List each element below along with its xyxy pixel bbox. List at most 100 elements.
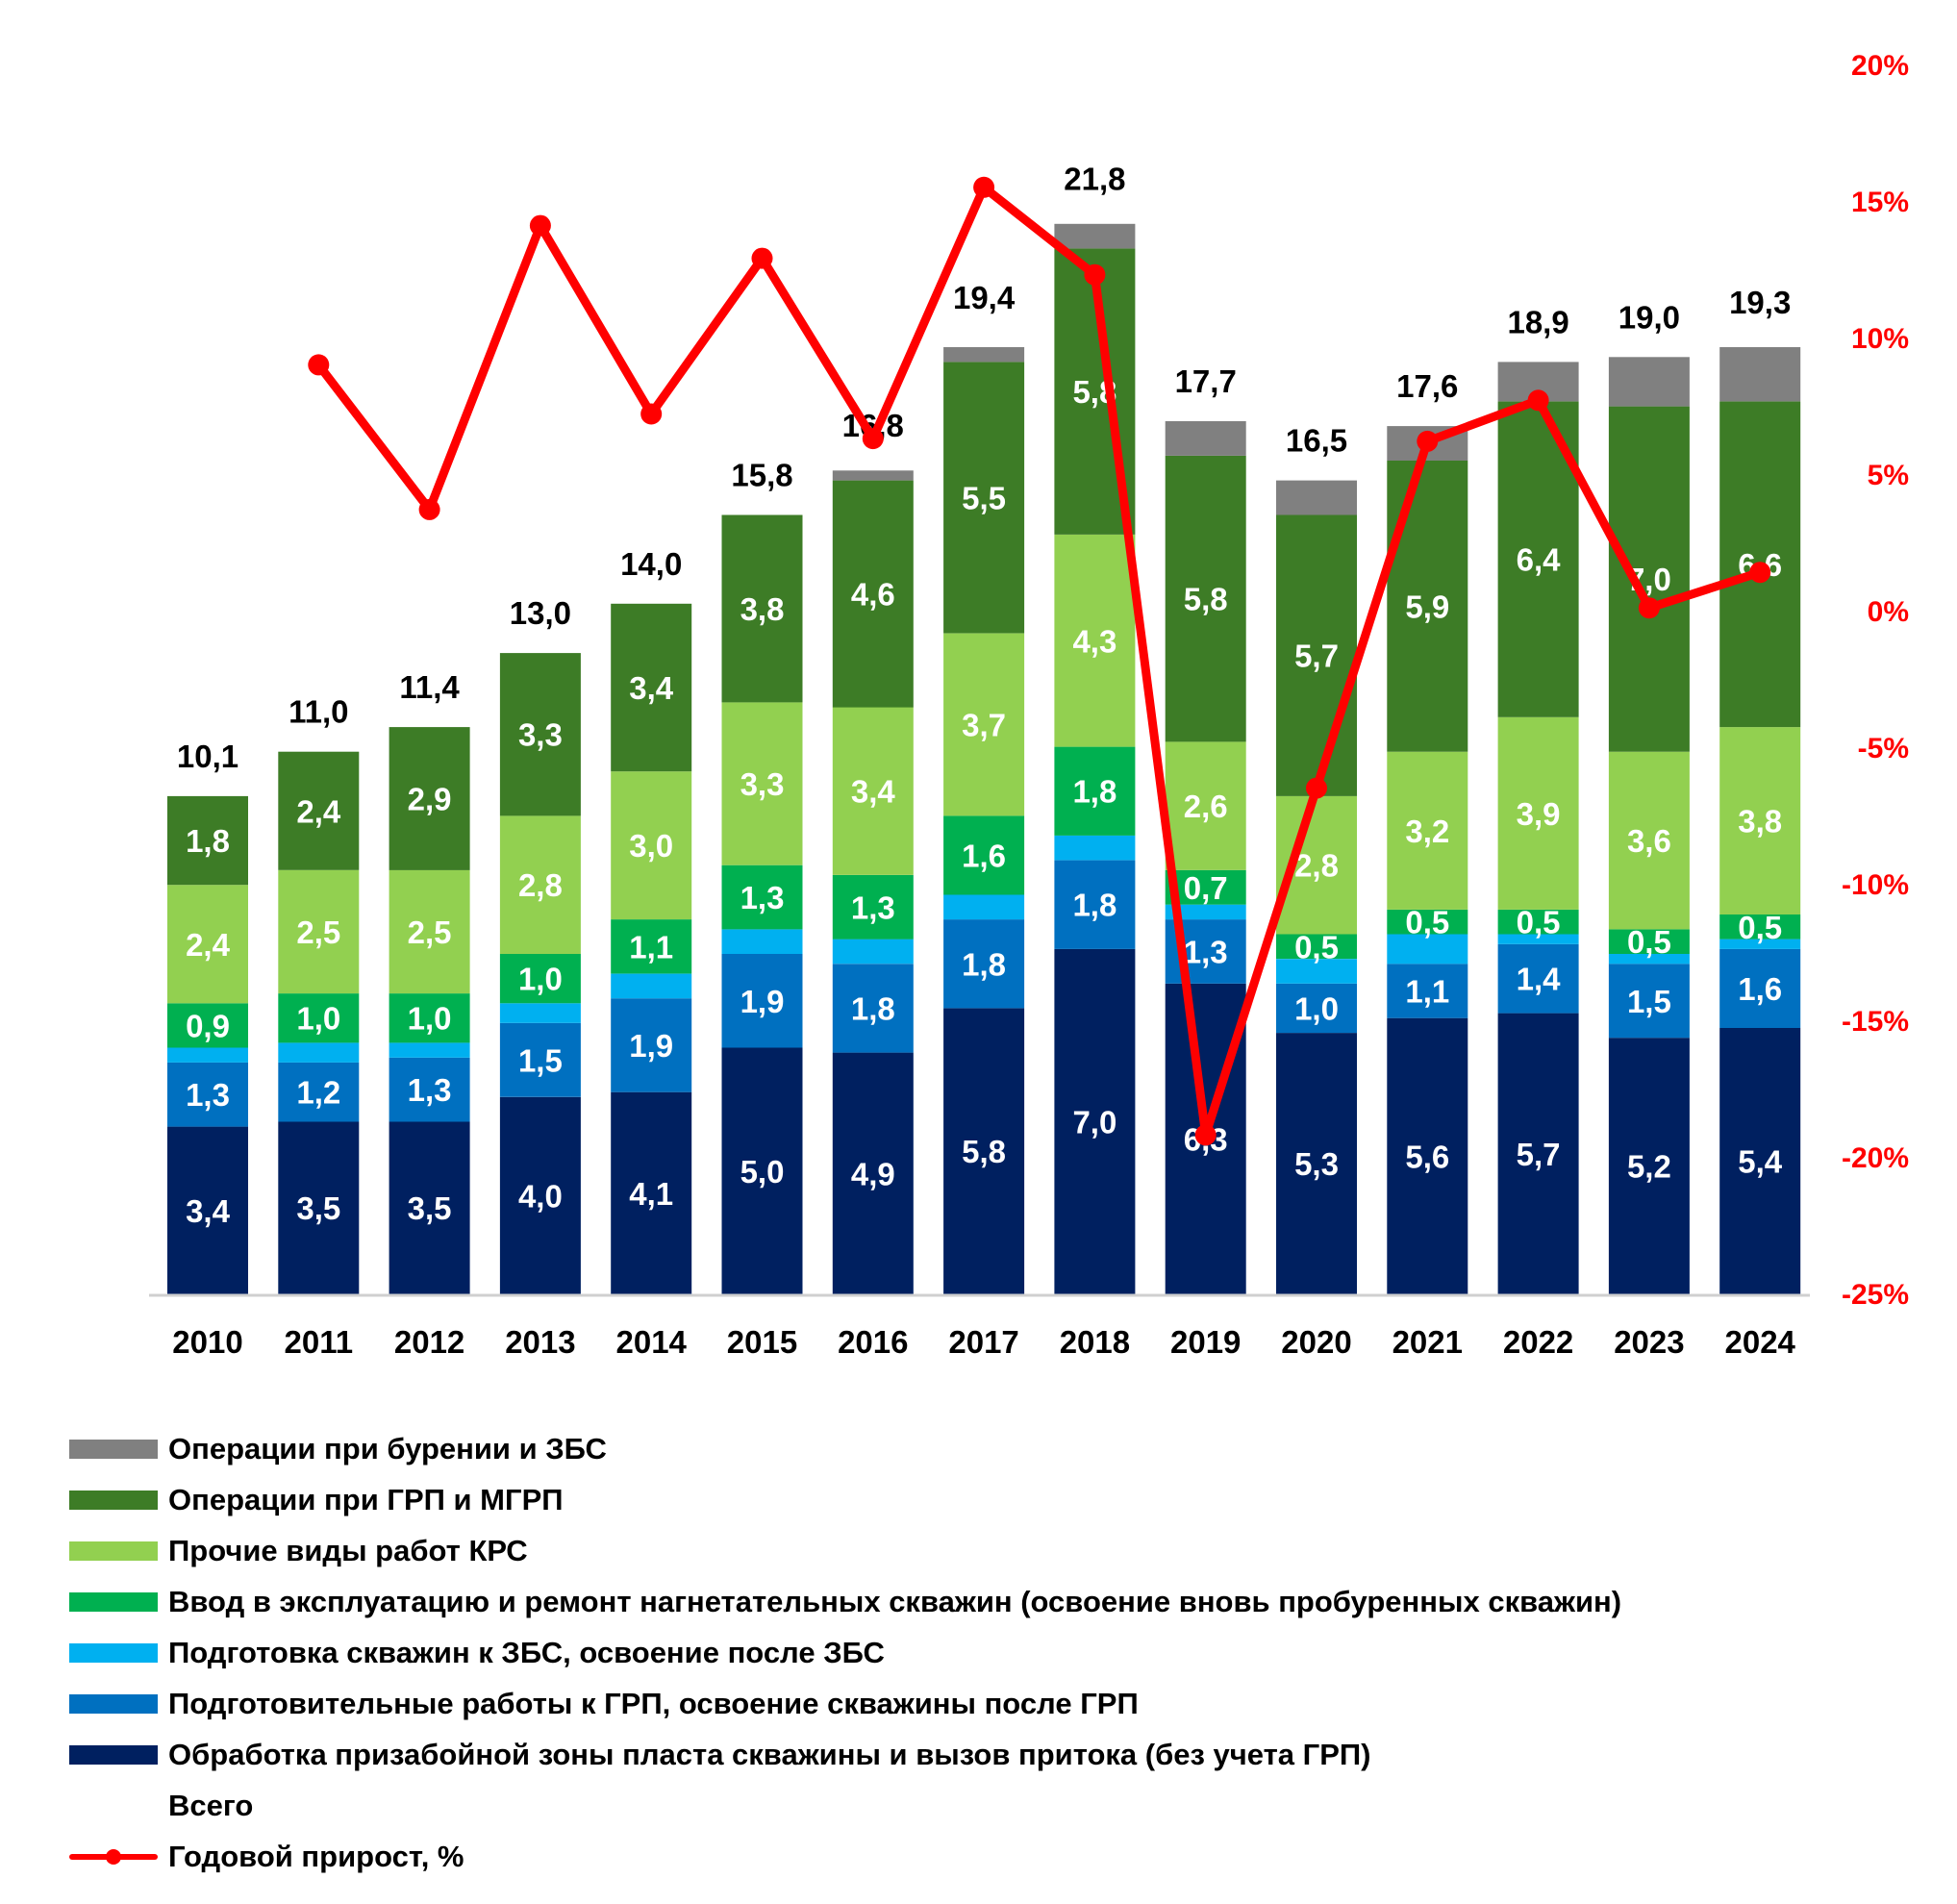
bar-stack-2020	[1276, 480, 1357, 1294]
bar-segment	[1608, 929, 1690, 954]
segment-value-label: 1,0	[296, 1001, 340, 1037]
segment-value-label: 0,5	[1405, 905, 1449, 940]
segment-value-label: 3,5	[408, 1190, 452, 1226]
bar-segment	[721, 1047, 803, 1294]
bar-segment	[1719, 939, 1801, 949]
legend-label: Ввод в эксплуатацию и ремонт нагнетатель…	[168, 1584, 1622, 1618]
bar-segment	[1608, 357, 1690, 407]
legend-line-marker-icon	[69, 1847, 158, 1866]
segment-value-label: 5,8	[1184, 582, 1228, 617]
bar-segment	[1719, 727, 1801, 914]
bar-segment	[832, 1052, 914, 1294]
bar-segment	[499, 653, 581, 816]
bar-segment	[721, 954, 803, 1048]
segment-value-label: 1,0	[408, 1001, 452, 1037]
segment-value-label: 5,5	[962, 481, 1006, 516]
segment-value-label: 1,3	[186, 1077, 230, 1113]
legend-item: Ввод в эксплуатацию и ремонт нагнетатель…	[69, 1576, 1621, 1627]
y2-tick-label: 15%	[1851, 187, 1909, 218]
bar-segment	[1608, 406, 1690, 752]
total-value-label: 18,9	[1507, 304, 1568, 339]
bar-segment	[1165, 741, 1246, 870]
segment-value-label: 1,9	[740, 984, 785, 1019]
bar-stack-2023	[1608, 357, 1690, 1294]
bar-stack-2024	[1719, 347, 1801, 1294]
y2-tick-label: -10%	[1842, 869, 1909, 901]
segment-value-label: 5,8	[962, 1134, 1006, 1169]
growth-point	[862, 428, 884, 450]
legend-item: Прочие виды работ КРС	[69, 1525, 1621, 1576]
bar-segment	[1497, 716, 1579, 910]
x-tick-label: 2024	[1724, 1324, 1795, 1360]
segment-value-label: 3,3	[740, 766, 785, 802]
legend-label: Операции при бурении и ЗБС	[168, 1431, 607, 1466]
legend-swatch	[69, 1693, 158, 1714]
segment-value-label: 3,9	[1517, 796, 1561, 832]
legend-label: Подготовка скважин к ЗБС, освоение после…	[168, 1635, 885, 1669]
bar-segment	[1387, 461, 1468, 752]
total-value-label: 11,0	[289, 694, 348, 730]
legend-item: Всего	[69, 1780, 1621, 1831]
bar-segment	[1719, 914, 1801, 939]
bar-segment	[1165, 904, 1246, 920]
x-tick-label: 2021	[1392, 1324, 1463, 1360]
bar-segment	[167, 1062, 248, 1127]
bar-segment	[1387, 751, 1468, 910]
bar-stack-2015	[721, 514, 803, 1294]
chart: 3,4 1,3 0,9 2,4 1,8 3,5 1,2 1,0 2,5 2,4 3,5 1,3 1,0 2…	[149, 50, 1909, 1360]
segment-value-label: 2,8	[1294, 848, 1339, 884]
bar-segment	[167, 1047, 248, 1063]
legend: Операции при бурении и ЗБС Операции при Г…	[69, 1423, 1621, 1882]
segment-value-label: 2,5	[296, 914, 340, 950]
segment-value-label: 3,4	[186, 1193, 231, 1229]
bar-stack-2011	[278, 751, 360, 1294]
bar-segment	[721, 702, 803, 865]
y2-tick-label: -5%	[1858, 733, 1909, 764]
x-tick-label: 2018	[1060, 1324, 1130, 1360]
bar-segment	[1387, 964, 1468, 1018]
y2-tick-label: 0%	[1868, 596, 1909, 628]
bar-segment	[1497, 934, 1579, 944]
x-tick-label: 2022	[1503, 1324, 1573, 1360]
segment-value-label: 0,5	[1738, 910, 1782, 945]
bar-segment	[1054, 535, 1136, 747]
segment-value-label: 1,8	[1072, 774, 1116, 810]
bar-segment	[1497, 909, 1579, 935]
growth-point	[418, 498, 440, 520]
bar-segment	[1608, 964, 1690, 1039]
segment-value-label: 2,4	[186, 927, 231, 963]
growth-point	[308, 354, 330, 376]
segment-value-label: 2,4	[296, 793, 341, 829]
segment-value-label: 5,6	[1405, 1139, 1449, 1174]
legend-swatch	[69, 1439, 158, 1459]
segment-value-label: 0,5	[1517, 905, 1561, 940]
bar-segment	[1497, 943, 1579, 1014]
segment-value-label: 1,8	[1072, 888, 1116, 923]
total-value-label: 11,4	[399, 669, 460, 705]
bar-segment	[1608, 1038, 1690, 1294]
bar-segment	[943, 362, 1025, 634]
bar-segment	[943, 347, 1025, 363]
total-value-label: 17,6	[1396, 368, 1458, 404]
total-value-label: 19,3	[1729, 285, 1791, 320]
segment-value-label: 1,6	[1738, 971, 1782, 1007]
bar-segment	[1054, 223, 1136, 249]
total-value-label: 17,7	[1175, 363, 1237, 399]
bar-segment	[611, 771, 692, 920]
segment-value-label: 3,6	[1627, 823, 1671, 859]
bar-segment	[1054, 835, 1136, 861]
total-value-label: 10,1	[177, 739, 238, 774]
segment-value-label: 4,9	[851, 1156, 895, 1191]
segment-value-label: 1,9	[629, 1028, 673, 1064]
y2-tick-label: 20%	[1851, 50, 1909, 82]
legend-item: Обработка призабойной зоны пласта скважи…	[69, 1729, 1621, 1780]
x-tick-label: 2019	[1170, 1324, 1241, 1360]
bar-segment	[943, 633, 1025, 816]
x-tick-label: 2016	[838, 1324, 908, 1360]
segment-value-label: 3,4	[851, 774, 896, 810]
y2-tick-label: 5%	[1868, 460, 1909, 491]
bar-stack-2012	[389, 727, 470, 1294]
segment-value-label: 1,2	[296, 1075, 340, 1111]
bar-segment	[1719, 1028, 1801, 1294]
y2-tick-label: 10%	[1851, 323, 1909, 355]
